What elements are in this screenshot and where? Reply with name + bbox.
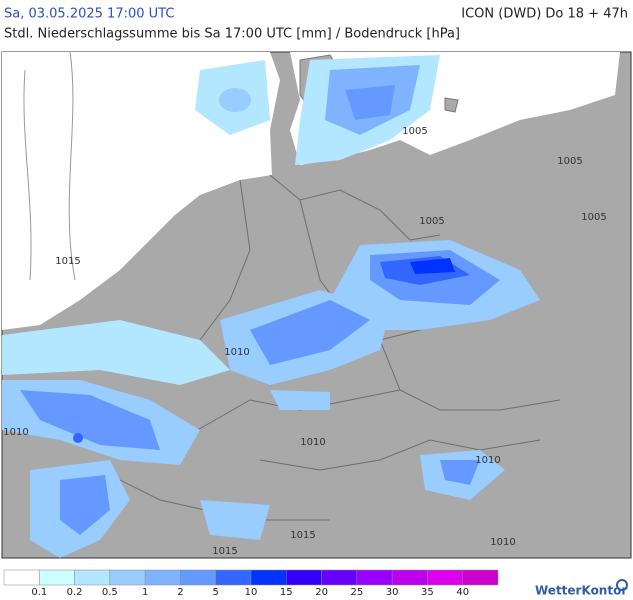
map-area <box>1 51 632 559</box>
legend-swatch <box>74 569 111 586</box>
isobar-lines <box>23 51 76 281</box>
legend-label: 35 <box>421 587 434 598</box>
brand-icon <box>616 579 628 591</box>
brand: WetterKontor <box>535 584 627 598</box>
legend-swatch <box>109 569 146 586</box>
isobar-label: 1015 <box>55 256 80 267</box>
legend-label: 10 <box>245 587 258 598</box>
isobar-label: 1015 <box>212 546 237 557</box>
legend-swatch <box>39 569 75 586</box>
isobar-label: 1005 <box>419 216 444 227</box>
legend-label: 2 <box>177 587 183 598</box>
isobar-label: 1005 <box>581 212 606 223</box>
isobar-label: 1010 <box>300 437 325 448</box>
legend-swatch <box>462 569 499 586</box>
legend-swatch <box>215 569 252 586</box>
north-sea <box>2 52 280 330</box>
model-run: ICON (DWD) Do 18 + 47h <box>461 7 628 22</box>
isobar-label: 1015 <box>290 530 315 541</box>
legend-swatch <box>3 569 40 586</box>
legend-swatch <box>321 569 358 586</box>
legend-label: 0.5 <box>102 587 118 598</box>
legend-swatch <box>250 569 287 586</box>
datetime: Sa, 03.05.2025 17:00 UTC <box>4 7 174 22</box>
isobar-label: 1005 <box>557 156 582 167</box>
isobar-label: 1010 <box>224 347 249 358</box>
legend-swatch <box>356 569 393 586</box>
legend-swatch <box>144 569 181 586</box>
legend-label: 25 <box>350 587 363 598</box>
legend-swatch <box>286 569 322 586</box>
isobar-label: 1010 <box>490 537 515 548</box>
legend-label: 0.2 <box>67 587 83 598</box>
isobar-label: 1010 <box>475 455 500 466</box>
legend-label: 0.1 <box>31 587 47 598</box>
legend-label: 15 <box>280 587 293 598</box>
legend-swatch <box>391 569 428 586</box>
legend-label: 5 <box>213 587 219 598</box>
subtitle: Stdl. Niederschlagssumme bis Sa 17:00 UT… <box>4 27 460 42</box>
legend-label: 1 <box>142 587 148 598</box>
legend-swatch <box>180 569 216 586</box>
isobar-label: 1005 <box>402 126 427 137</box>
legend-label: 40 <box>456 587 469 598</box>
isobar-label: 1010 <box>3 427 28 438</box>
precipitation <box>2 55 540 558</box>
legend-label: 30 <box>386 587 399 598</box>
legend-swatch <box>427 569 463 586</box>
legend-label: 20 <box>315 587 328 598</box>
